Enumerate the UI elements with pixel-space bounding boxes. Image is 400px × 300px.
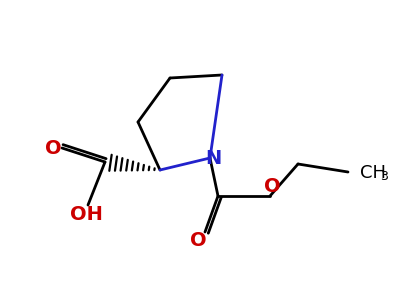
Text: O: O [190, 230, 206, 250]
Text: OH: OH [70, 206, 102, 224]
Text: N: N [205, 149, 221, 169]
Text: CH: CH [360, 164, 386, 182]
Text: O: O [264, 176, 280, 196]
Text: 3: 3 [380, 169, 388, 182]
Text: O: O [45, 139, 61, 158]
